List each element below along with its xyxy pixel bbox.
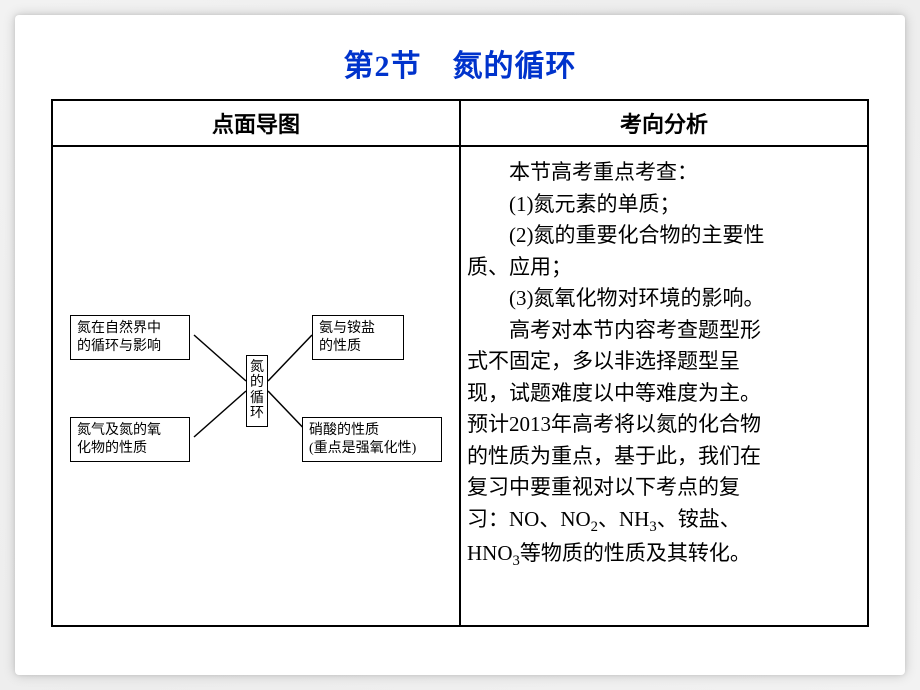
t: 等物质的性质及其转化。 (520, 541, 751, 565)
slide: 第2节 氮的循环 点面导图 考向分析 氮在自然界中的循环与影响 (15, 15, 905, 675)
sub-3: 3 (649, 519, 656, 535)
header-right: 考向分析 (460, 100, 868, 146)
diagram-cell: 氮在自然界中的循环与影响 氮气及氮的氧化物的性质 氮的循环 氨与铵盐的性质 硝酸… (52, 146, 460, 626)
t: 、NH (598, 507, 649, 531)
analysis-line-5e: 的性质为重点，基于此，我们在 (467, 441, 859, 473)
diagram-wrap: 氮在自然界中的循环与影响 氮气及氮的氧化物的性质 氮的循环 氨与铵盐的性质 硝酸… (53, 147, 459, 625)
node-bottom-left: 氮气及氮的氧化物的性质 (70, 417, 190, 462)
analysis-line-5b: 式不固定，多以非选择题型呈 (467, 346, 859, 378)
analysis-line-3a: (2)氮的重要化合物的主要性 (467, 220, 859, 252)
analysis-line-5h: HNO3等物质的性质及其转化。 (467, 538, 859, 572)
concept-diagram: 氮在自然界中的循环与影响 氮气及氮的氧化物的性质 氮的循环 氨与铵盐的性质 硝酸… (66, 301, 446, 471)
sub-3b: 3 (513, 553, 520, 569)
node-top-right: 氨与铵盐的性质 (312, 315, 404, 360)
analysis-line-5c: 现，试题难度以中等难度为主。 (467, 378, 859, 410)
analysis-line-5g: 习：NO、NO2、NH3、铵盐、 (467, 504, 859, 538)
analysis-line-4: (3)氮氧化物对环境的影响。 (467, 283, 859, 315)
t: 习：NO、NO (467, 507, 591, 531)
analysis-line-5f: 复习中要重视对以下考点的复 (467, 472, 859, 504)
analysis-line-5d: 预计2013年高考将以氮的化合物 (467, 409, 859, 441)
t: HNO (467, 541, 513, 565)
content-table: 点面导图 考向分析 氮在自然界中的循环与影响 氮气及氮的氧化物的性质 (51, 99, 869, 627)
analysis-line-3b: 质、应用； (467, 252, 859, 284)
analysis-cell: 本节高考重点考查： (1)氮元素的单质； (2)氮的重要化合物的主要性 质、应用… (460, 146, 868, 626)
node-bottom-right: 硝酸的性质(重点是强氧化性) (302, 417, 442, 462)
analysis-line-2: (1)氮元素的单质； (467, 189, 859, 221)
t: 、铵盐、 (657, 507, 741, 531)
node-center: 氮的循环 (246, 355, 268, 427)
header-left: 点面导图 (52, 100, 460, 146)
analysis-line-5a: 高考对本节内容考查题型形 (467, 315, 859, 347)
analysis-line-1: 本节高考重点考查： (467, 157, 859, 189)
page-title: 第2节 氮的循环 (51, 41, 869, 85)
node-top-left: 氮在自然界中的循环与影响 (70, 315, 190, 360)
sub-2: 2 (591, 519, 598, 535)
